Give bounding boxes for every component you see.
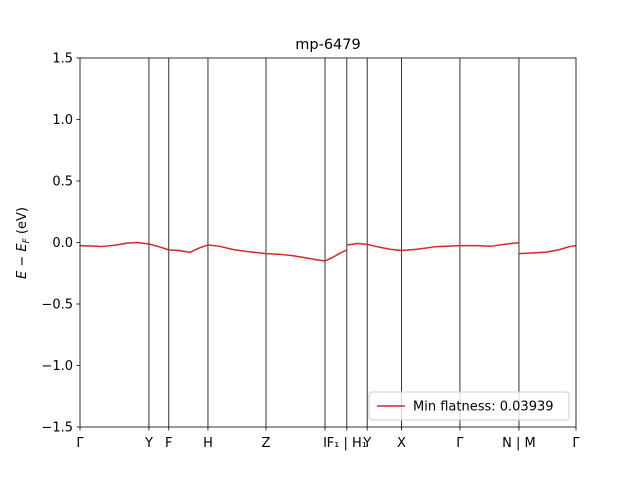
x-tick-label-7: Y — [362, 436, 371, 451]
plot-area: −1.5−1.0−0.50.00.51.01.5Γ Y F H Z I F₁ | H₁Y X Γ… — [41, 52, 580, 452]
y-axis-label-unit: (eV) — [15, 207, 30, 238]
x-tick-label-2: F — [165, 436, 172, 451]
svg-text:E − EF (eV): E − EF (eV) — [15, 207, 32, 279]
x-tick-label-10: N | M — [502, 436, 536, 451]
x-tick-label-9: Γ — [456, 436, 464, 451]
y-tick-label-4: 0.5 — [52, 175, 73, 190]
x-tick-label-8: X — [397, 436, 406, 451]
x-tick-label-3: H — [203, 436, 213, 451]
y-tick-label-1: −1.0 — [41, 359, 73, 374]
x-tick-label-6: F₁ | H₁ — [327, 436, 367, 451]
x-tick-label-11: Γ — [572, 436, 580, 451]
x-tick-label-5: I — [323, 436, 327, 451]
legend-label: Min flatness: 0.03939 — [413, 400, 554, 415]
y-axis-label-sub: F — [22, 237, 32, 243]
band-line-0-segment-2 — [518, 244, 577, 255]
legend-box — [368, 391, 570, 421]
legend: Min flatness: 0.03939 — [368, 391, 570, 421]
y-axis-label: E − EF (eV) — [15, 207, 32, 279]
y-tick-label-5: 1.0 — [52, 113, 73, 128]
y-tick-label-3: 0.0 — [52, 236, 73, 251]
y-axis-label-main: E − E — [15, 243, 30, 279]
x-tick-label-0: Γ — [76, 436, 84, 451]
chart-title: mp-6479 — [295, 37, 360, 53]
y-tick-label-2: −0.5 — [41, 298, 73, 313]
band-line-0-segment-1 — [346, 242, 520, 252]
x-tick-label-4: Z — [262, 436, 271, 451]
band-line-0-segment-0 — [79, 241, 348, 262]
y-tick-label-6: 1.5 — [52, 52, 73, 67]
y-tick-label-0: −1.5 — [41, 421, 73, 436]
x-tick-label-1: Y — [144, 436, 153, 451]
